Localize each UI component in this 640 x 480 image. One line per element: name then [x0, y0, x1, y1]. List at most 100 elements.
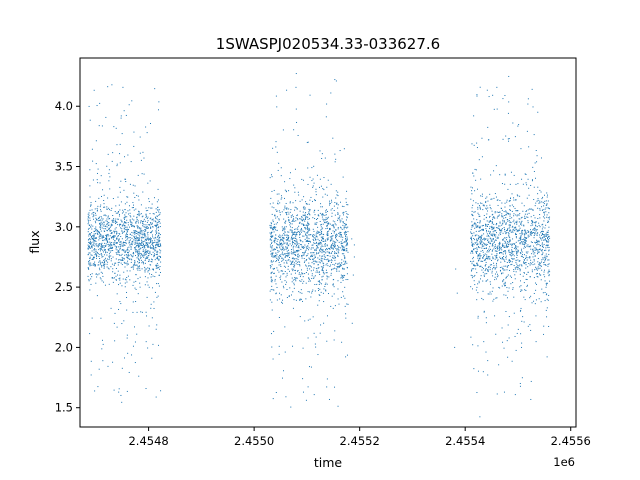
data-point: [299, 236, 301, 238]
data-point: [120, 115, 122, 117]
data-point: [344, 230, 346, 232]
data-point: [478, 254, 480, 256]
data-point: [329, 229, 331, 231]
data-point: [477, 317, 479, 319]
data-point: [274, 255, 276, 257]
data-point: [529, 245, 531, 247]
data-point: [515, 241, 517, 243]
data-point: [549, 237, 551, 239]
data-point: [288, 220, 290, 222]
data-point: [519, 269, 521, 271]
data-point: [317, 271, 319, 273]
data-point: [479, 241, 481, 243]
data-point: [477, 225, 479, 227]
data-point: [502, 257, 504, 259]
data-point: [283, 262, 285, 264]
data-point: [478, 255, 480, 257]
data-point: [539, 208, 541, 210]
data-point: [278, 219, 280, 221]
data-point: [303, 247, 305, 249]
data-point: [479, 254, 481, 256]
data-point: [108, 228, 110, 230]
data-point: [100, 216, 102, 218]
data-point: [128, 240, 130, 242]
data-point: [103, 230, 105, 232]
data-point: [130, 161, 132, 163]
data-point: [123, 257, 125, 259]
data-point: [471, 143, 473, 145]
data-point: [126, 252, 128, 254]
data-point: [470, 250, 472, 252]
data-point: [132, 301, 134, 303]
data-point: [310, 234, 312, 236]
data-point: [150, 260, 152, 262]
data-point: [512, 287, 514, 289]
data-point: [531, 232, 533, 234]
data-point: [497, 199, 499, 201]
data-point: [301, 279, 303, 281]
data-point: [127, 249, 129, 251]
data-point: [535, 230, 537, 232]
data-point: [321, 252, 323, 254]
data-point: [277, 258, 279, 260]
data-point: [148, 246, 150, 248]
data-point: [154, 88, 156, 90]
data-point: [106, 218, 108, 220]
data-point: [139, 213, 141, 215]
data-point: [157, 188, 159, 190]
data-point: [115, 267, 117, 269]
data-point: [336, 269, 338, 271]
data-point: [88, 280, 90, 282]
data-point: [511, 230, 513, 232]
data-point: [291, 231, 293, 233]
data-point: [119, 282, 121, 284]
data-point: [471, 240, 473, 242]
data-point: [498, 286, 500, 288]
data-point: [286, 247, 288, 249]
data-point: [471, 210, 473, 212]
data-point: [144, 240, 146, 242]
data-point: [275, 223, 277, 225]
data-point: [482, 225, 484, 227]
data-point: [473, 237, 475, 239]
data-point: [152, 269, 154, 271]
data-point: [130, 243, 132, 245]
data-point: [316, 174, 318, 176]
data-point: [292, 263, 294, 265]
data-point: [510, 261, 512, 263]
data-point: [493, 217, 495, 219]
data-point: [110, 258, 112, 260]
data-point: [148, 325, 150, 327]
data-point: [126, 296, 128, 298]
data-point: [337, 249, 339, 251]
data-point: [143, 224, 145, 226]
data-point: [124, 245, 126, 247]
data-point: [504, 281, 506, 283]
data-point: [525, 233, 527, 235]
data-point: [286, 243, 288, 245]
data-point: [126, 226, 128, 228]
data-point: [480, 178, 482, 180]
data-point: [314, 290, 316, 292]
data-point: [120, 394, 122, 396]
data-point: [545, 204, 547, 206]
data-point: [471, 233, 473, 235]
data-point: [94, 230, 96, 232]
data-point: [345, 231, 347, 233]
data-point: [481, 235, 483, 237]
data-point: [547, 265, 549, 267]
data-point: [479, 86, 481, 88]
data-point: [137, 174, 139, 176]
data-point: [317, 252, 319, 254]
data-point: [131, 354, 133, 356]
data-point: [156, 231, 158, 233]
data-point: [103, 223, 105, 225]
data-point: [269, 264, 271, 266]
data-point: [150, 232, 152, 234]
data-point: [282, 247, 284, 249]
data-point: [155, 396, 157, 398]
data-point: [320, 324, 322, 326]
data-point: [541, 201, 543, 203]
data-point: [326, 239, 328, 241]
data-point: [320, 251, 322, 253]
